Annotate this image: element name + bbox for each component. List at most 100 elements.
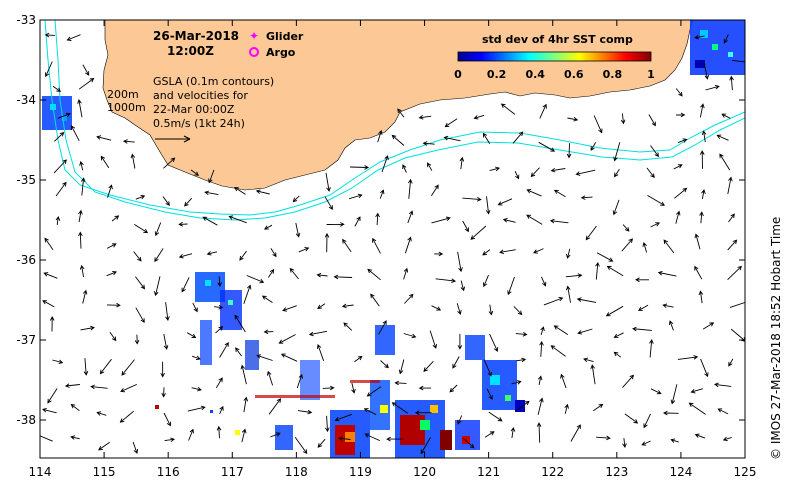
- velocity-arrow: [663, 239, 675, 254]
- velocity-arrow: [564, 403, 569, 414]
- velocity-arrow: [153, 276, 161, 297]
- velocity-arrow: [354, 216, 361, 227]
- velocity-arrow: [688, 402, 706, 415]
- velocity-arrow: [613, 142, 621, 162]
- velocity-arrow: [431, 184, 439, 197]
- velocity-arrow: [675, 210, 681, 224]
- velocity-arrow: [380, 360, 389, 369]
- velocity-arrows: [40, 32, 745, 455]
- velocity-arrow: [44, 237, 54, 250]
- velocity-arrow: [263, 329, 274, 335]
- velocity-arrow: [543, 296, 564, 306]
- velocity-arrow: [338, 436, 351, 441]
- velocity-arrow: [641, 440, 651, 446]
- velocity-arrow: [540, 276, 547, 287]
- velocity-arrow: [219, 342, 229, 358]
- velocity-arrow: [403, 333, 417, 339]
- velocity-arrow: [119, 410, 134, 423]
- velocity-arrow: [613, 168, 620, 178]
- y-tick-label: -37: [16, 333, 36, 347]
- x-tick-label: 123: [605, 465, 628, 479]
- velocity-arrow: [732, 59, 745, 63]
- velocity-arrow: [502, 217, 516, 223]
- velocity-arrow: [482, 274, 489, 288]
- velocity-arrow: [348, 193, 363, 200]
- velocity-arrow: [308, 330, 327, 337]
- x-tick-label: 121: [477, 465, 500, 479]
- velocity-arrow: [690, 388, 703, 394]
- velocity-arrow: [370, 293, 380, 307]
- velocity-arrow: [431, 305, 442, 311]
- velocity-arrow: [422, 141, 435, 146]
- velocity-arrow: [208, 169, 215, 184]
- velocity-arrow: [294, 436, 308, 455]
- scale-arrow-head: [183, 135, 191, 143]
- velocity-arrow: [111, 215, 120, 222]
- velocity-arrow: [676, 112, 686, 118]
- velocity-arrow: [418, 115, 432, 120]
- velocity-arrow: [596, 252, 614, 262]
- velocity-arrow: [154, 248, 164, 263]
- velocity-arrow: [622, 224, 630, 232]
- velocity-arrow: [64, 383, 80, 388]
- velocity-arrow: [43, 272, 58, 279]
- velocity-arrow: [78, 77, 95, 90]
- colorbar-title: std dev of 4hr SST comp: [482, 33, 633, 46]
- velocity-arrow: [107, 184, 113, 198]
- velocity-arrow: [216, 425, 222, 439]
- velocity-arrow: [341, 303, 354, 309]
- velocity-arrow: [705, 84, 720, 91]
- velocity-arrow: [106, 270, 117, 277]
- velocity-arrow: [324, 196, 333, 210]
- velocity-arrow: [44, 32, 55, 38]
- velocity-arrow: [402, 164, 407, 173]
- velocity-arrow: [42, 300, 55, 308]
- velocity-arrow: [460, 280, 466, 292]
- velocity-arrow: [420, 437, 431, 455]
- velocity-arrow: [694, 233, 701, 250]
- velocity-arrow: [82, 64, 90, 76]
- velocity-arrow: [560, 373, 567, 389]
- velocity-arrow: [565, 285, 571, 303]
- land-australia: [102, 20, 693, 191]
- velocity-arrow: [394, 380, 407, 386]
- velocity-arrow: [486, 388, 493, 400]
- velocity-arrow: [462, 197, 482, 202]
- velocity-arrow: [322, 385, 335, 391]
- glider-icon: ✦: [249, 29, 259, 43]
- velocity-arrow: [722, 436, 732, 442]
- velocity-arrow: [297, 409, 313, 415]
- velocity-arrow: [566, 143, 572, 159]
- velocity-arrow: [516, 357, 527, 363]
- y-tick-label: -34: [16, 93, 36, 107]
- velocity-arrow: [418, 385, 432, 391]
- velocity-arrow: [78, 209, 83, 223]
- velocity-arrow: [703, 63, 710, 80]
- velocity-arrow: [326, 222, 345, 227]
- velocity-arrow: [670, 438, 679, 443]
- x-tick-label: 120: [413, 465, 436, 479]
- depth-label-200m: 200m: [107, 88, 139, 101]
- velocity-arrow: [190, 169, 200, 176]
- velocity-arrow: [427, 162, 433, 171]
- velocity-arrow: [596, 435, 611, 441]
- velocity-arrow: [500, 103, 516, 115]
- velocity-arrow: [499, 249, 516, 255]
- velocity-arrow: [342, 238, 352, 253]
- velocity-arrow: [553, 189, 566, 198]
- velocity-arrow: [70, 404, 80, 412]
- velocity-arrow: [334, 413, 353, 422]
- velocity-arrow: [605, 305, 624, 317]
- velocity-arrow: [325, 172, 331, 192]
- velocity-arrow: [316, 344, 325, 362]
- velocity-arrow: [228, 215, 247, 224]
- velocity-arrow: [266, 370, 274, 386]
- velocity-arrow: [134, 224, 149, 234]
- x-tick-label: 117: [221, 465, 244, 479]
- velocity-arrow: [106, 302, 121, 308]
- velocity-arrow: [44, 61, 53, 78]
- velocity-arrow: [457, 333, 463, 350]
- velocity-arrow: [452, 356, 460, 369]
- velocity-arrow: [694, 34, 705, 40]
- velocity-arrow: [538, 141, 556, 152]
